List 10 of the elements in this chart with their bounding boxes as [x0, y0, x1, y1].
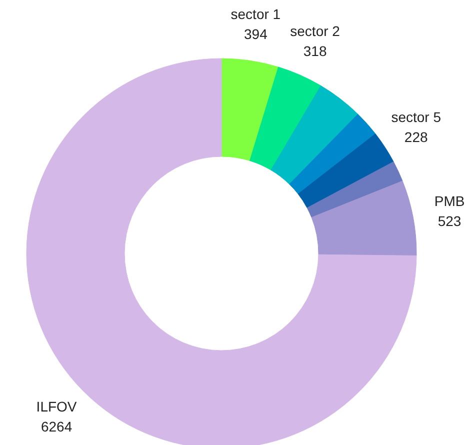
slice-label: sector 5	[391, 109, 442, 126]
slice-label: PMB	[434, 192, 465, 209]
data-label: 394	[244, 26, 268, 42]
slice-label: sector 2	[290, 23, 340, 40]
data-label: 6264	[40, 418, 72, 435]
slice-label: ILFOV	[36, 398, 78, 415]
data-label: 523	[438, 212, 462, 229]
data-label: 228	[404, 129, 428, 146]
slice-label: sector 1	[230, 6, 281, 22]
data-label: 318	[303, 43, 327, 60]
